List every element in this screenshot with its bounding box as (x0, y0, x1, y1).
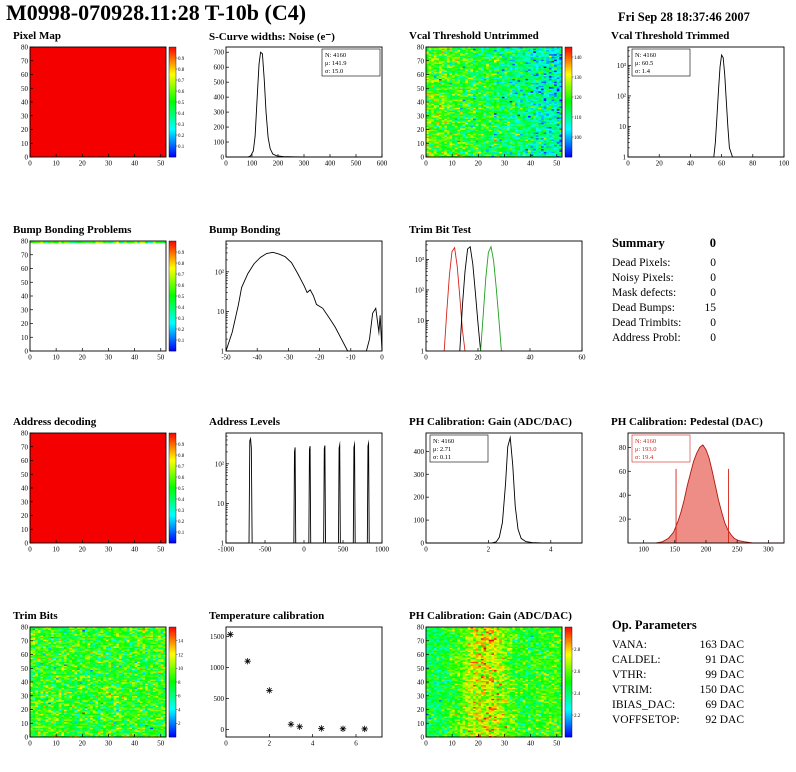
op-parameter-label: VTRIM: (612, 684, 653, 696)
summary-row-label: Noisy Pixels: (612, 272, 674, 284)
op-parameters-block: Op. Parameters VANA: 163 DAC CALDEL: 91 DA… (612, 618, 744, 728)
op-parameter-row: VTRIM: 150 DAC (612, 683, 744, 698)
ph-gain-hist-chart (400, 429, 592, 559)
chart-title: PH Calibration: Gain (ADC/DAC) (409, 416, 572, 428)
scurve-noise-panel: S-Curve widths: Noise (e⁻) (200, 30, 392, 173)
op-parameter-label: IBIAS_DAC: (612, 699, 676, 711)
summary-row: Address Probl: 0 (612, 331, 716, 346)
trim-bit-test-chart (400, 237, 592, 367)
op-parameter-value: 99 DAC (705, 669, 744, 681)
summary-row-label: Dead Trimbits: (612, 317, 682, 329)
summary-row: Noisy Pixels: 0 (612, 271, 716, 286)
chart-title: Vcal Threshold Trimmed (611, 30, 730, 42)
chart-title: Vcal Threshold Untrimmed (409, 30, 539, 42)
op-parameter-value: 91 DAC (705, 654, 744, 666)
vcal-threshold-untrimmed-panel: Vcal Threshold Untrimmed (400, 30, 592, 173)
pixel-map-panel: Pixel Map (4, 30, 196, 173)
chart-title: S-Curve widths: Noise (e⁻) (209, 31, 335, 43)
op-parameter-row: VOFFSETOP: 92 DAC (612, 713, 744, 728)
op-parameters-title: Op. Parameters (612, 618, 697, 632)
op-parameter-label: VOFFSETOP: (612, 714, 680, 726)
summary-row: Dead Bumps: 15 (612, 301, 716, 316)
chart-title: Bump Bonding (209, 224, 281, 236)
op-parameter-value: 163 DAC (699, 639, 744, 651)
chart-title: Trim Bit Test (409, 224, 472, 236)
bump-bonding-panel: Bump Bonding (200, 224, 392, 367)
address-levels-panel: Address Levels (200, 416, 392, 559)
pixel-map-chart (4, 43, 196, 173)
trim-bit-test-panel: Trim Bit Test (400, 224, 592, 367)
op-parameter-label: VTHR: (612, 669, 647, 681)
chart-title: Address Levels (209, 416, 280, 428)
summary-row: Dead Trimbits: 0 (612, 316, 716, 331)
ph-gain-map-panel: PH Calibration: Gain (ADC/DAC) (400, 610, 592, 753)
summary-row-value: 0 (710, 287, 716, 299)
op-parameter-label: CALDEL: (612, 654, 661, 666)
chart-title: Trim Bits (13, 610, 58, 622)
chart-title: Bump Bonding Problems (13, 224, 132, 236)
summary-row-label: Address Probl: (612, 332, 681, 344)
op-parameter-value: 150 DAC (699, 684, 744, 696)
scurve-noise-chart (200, 43, 392, 173)
op-parameter-label: VANA: (612, 639, 647, 651)
op-parameter-row: VANA: 163 DAC (612, 638, 744, 653)
temperature-calibration-chart (200, 623, 392, 753)
trim-bits-panel: Trim Bits (4, 610, 196, 753)
bump-bonding-problems-panel: Bump Bonding Problems (4, 224, 196, 367)
summary-row-label: Dead Pixels: (612, 257, 671, 269)
address-decoding-panel: Address decoding (4, 416, 196, 559)
summary-row-label: Mask defects: (612, 287, 677, 299)
chart-title: Address decoding (13, 416, 97, 428)
summary-header: Summary 0 (612, 236, 716, 251)
op-parameter-row: CALDEL: 91 DAC (612, 653, 744, 668)
chart-title: Pixel Map (13, 30, 61, 42)
op-parameter-row: IBIAS_DAC: 69 DAC (612, 698, 744, 713)
summary-block: Summary 0 Dead Pixels: 0 Noisy Pixels: 0 M… (612, 236, 716, 346)
vcal-threshold-untrimmed-chart (400, 43, 592, 173)
vcal-threshold-trimmed-chart (602, 43, 794, 173)
ph-pedestal-chart (602, 429, 794, 559)
bump-bonding-problems-chart (4, 237, 196, 367)
vcal-threshold-trimmed-panel: Vcal Threshold Trimmed (602, 30, 794, 173)
summary-row-value: 0 (710, 332, 716, 344)
trim-bits-chart (4, 623, 196, 753)
timestamp: Fri Sep 28 18:37:46 2007 (618, 10, 750, 24)
summary-row-value: 0 (710, 272, 716, 284)
address-levels-chart (200, 429, 392, 559)
summary-title: Summary (612, 236, 665, 250)
summary-total: 0 (709, 236, 716, 250)
summary-row-label: Dead Bumps: (612, 302, 675, 314)
summary-row-value: 15 (704, 302, 717, 314)
summary-row: Mask defects: 0 (612, 286, 716, 301)
summary-row: Dead Pixels: 0 (612, 256, 716, 271)
address-decoding-chart (4, 429, 196, 559)
chart-title: Temperature calibration (209, 610, 325, 622)
chart-title: PH Calibration: Gain (ADC/DAC) (409, 610, 572, 622)
summary-row-value: 0 (710, 317, 716, 329)
op-parameter-value: 69 DAC (705, 699, 744, 711)
ph-gain-map-chart (400, 623, 592, 753)
op-parameter-value: 92 DAC (705, 714, 744, 726)
ph-pedestal-panel: PH Calibration: Pedestal (DAC) (602, 416, 794, 559)
chart-title: PH Calibration: Pedestal (DAC) (611, 416, 763, 428)
temperature-calibration-panel: Temperature calibration (200, 610, 392, 753)
bump-bonding-chart (200, 237, 392, 367)
page-title: M0998-070928.11:28 T-10b (C4) (6, 0, 307, 25)
op-parameter-row: VTHR: 99 DAC (612, 668, 744, 683)
op-parameters-header: Op. Parameters (612, 618, 744, 633)
ph-gain-hist-panel: PH Calibration: Gain (ADC/DAC) (400, 416, 592, 559)
summary-row-value: 0 (710, 257, 716, 269)
